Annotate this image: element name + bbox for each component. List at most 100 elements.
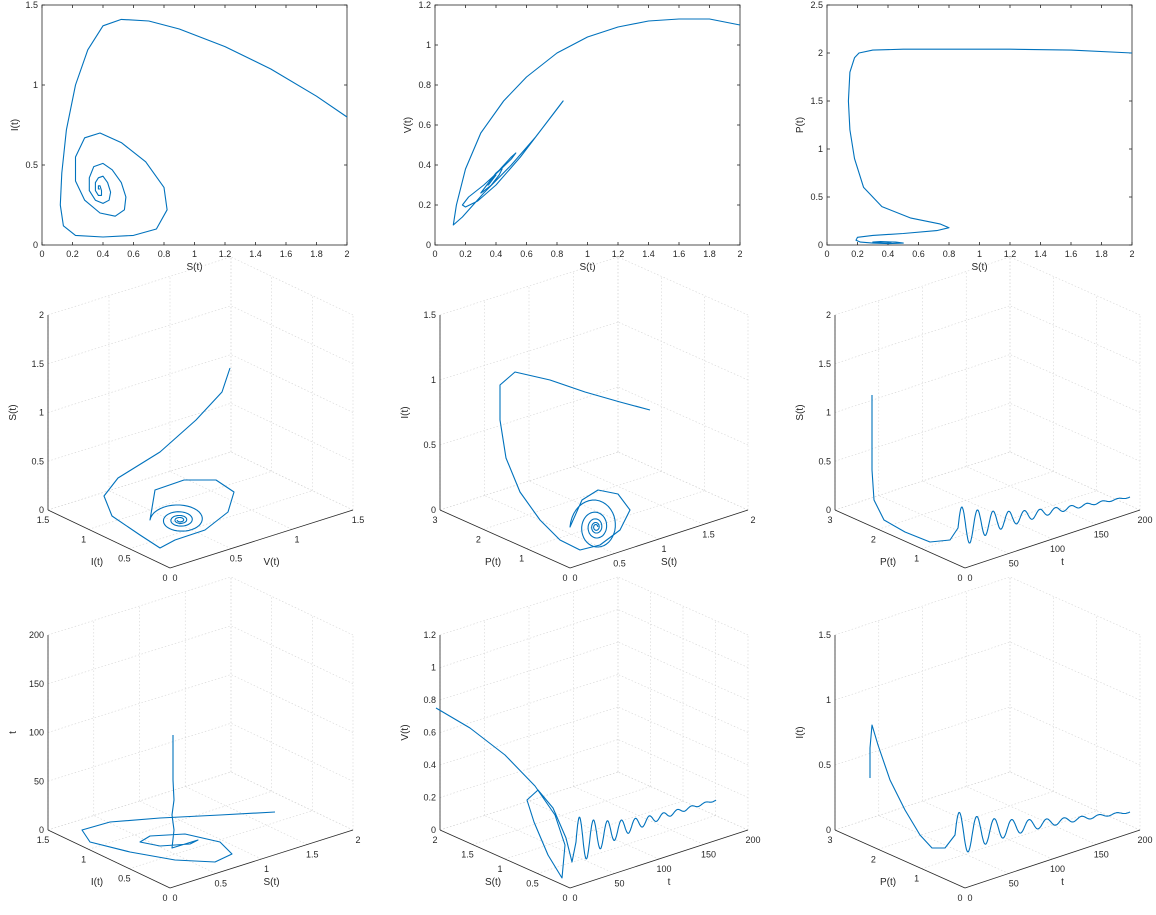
z-tick-label: 1.2 <box>423 630 436 640</box>
z-tick-label: 1 <box>39 408 44 418</box>
y-tick-label: 1 <box>33 80 38 90</box>
z-tick-label: 0.5 <box>31 456 44 466</box>
y-tick-label: 1 <box>426 40 431 50</box>
wall-grid-line <box>230 576 354 636</box>
x-tick-label: 1.8 <box>310 249 323 259</box>
y-tick-label: 0.5 <box>118 874 131 884</box>
x-tick-label: 1 <box>661 544 666 554</box>
series-line <box>81 735 276 863</box>
z-tick-label: 0.6 <box>423 728 436 738</box>
floor-grid-line <box>922 800 1053 860</box>
x-tick-label: 0.6 <box>127 249 140 259</box>
z-tick-label: 50 <box>34 776 44 786</box>
z-axis-label: t <box>8 731 19 734</box>
wall-grid-line <box>617 609 749 668</box>
x-tick-label: 0 <box>39 249 44 259</box>
wall-grid-line <box>47 256 232 316</box>
x-tick-label: 1.8 <box>703 249 716 259</box>
z-tick-label: 0 <box>826 505 831 515</box>
floor-grid-line <box>528 800 660 860</box>
wall-grid-line <box>1009 402 1141 462</box>
y-tick-label: 1.5 <box>810 96 823 106</box>
z-axis-label: V(t) <box>400 724 411 740</box>
x-tick-label: 0.8 <box>158 249 171 259</box>
y-tick-label: 0 <box>562 893 567 903</box>
plot-p4: 00.511.500.511.500.511.52V(t)I(t)S(t) <box>8 256 365 583</box>
y-axis-label: V(t) <box>403 117 414 133</box>
x-tick-label: 1.6 <box>1065 249 1078 259</box>
y-axis-label: I(t) <box>91 877 103 888</box>
y-tick-label: 1.5 <box>461 850 474 860</box>
floor-grid-line <box>484 495 615 554</box>
x-axis-label: V(t) <box>263 557 279 568</box>
wall-grid-line <box>1009 305 1141 365</box>
x-tick-label: 0.2 <box>459 249 472 259</box>
wall-grid-line <box>47 722 232 782</box>
z-tick-label: 0.2 <box>423 793 436 803</box>
z-tick-label: 1.5 <box>818 630 831 640</box>
x-tick-label: 0.6 <box>520 249 533 259</box>
wall-grid-line <box>834 451 1011 511</box>
x-tick-label: 100 <box>1050 864 1065 874</box>
z-tick-label: 0.5 <box>818 760 831 770</box>
wall-grid-line <box>230 256 354 316</box>
x-tick-label: 100 <box>1050 544 1065 554</box>
wall-grid-line <box>47 354 232 413</box>
wall-grid-line <box>230 354 354 413</box>
y-axis-line <box>47 829 171 889</box>
y-tick-label: 1.5 <box>37 515 50 525</box>
wall-grid-line <box>617 321 749 381</box>
y-tick-label: 1 <box>497 864 502 874</box>
wall-grid-line <box>617 451 749 511</box>
x-axis-label: t <box>1061 557 1064 568</box>
y-tick-label: 0 <box>957 893 962 903</box>
floor-grid-line <box>185 786 308 845</box>
wall-grid-line <box>617 256 749 316</box>
y-tick-label: 1 <box>818 144 823 154</box>
floor-grid-line <box>139 800 262 860</box>
y-tick-label: 2.5 <box>810 0 823 10</box>
z-tick-label: 1.5 <box>818 359 831 369</box>
x-axis-label: t <box>668 877 671 888</box>
y-tick-label: 0.5 <box>118 554 131 564</box>
wall-grid-line <box>230 402 354 462</box>
z-tick-label: 150 <box>29 679 44 689</box>
x-axis-label: S(t) <box>579 262 595 273</box>
y-tick-label: 2 <box>871 854 876 864</box>
x-tick-label: 50 <box>1009 559 1019 569</box>
z-tick-label: 0.5 <box>818 456 831 466</box>
y-tick-label: 2 <box>871 534 876 544</box>
x-tick-label: 1.5 <box>352 515 365 525</box>
floor-grid-line <box>573 466 704 525</box>
y-tick-label: 1 <box>914 874 919 884</box>
series-line <box>103 367 235 549</box>
wall-grid-line <box>1009 641 1141 701</box>
y-tick-label: 0 <box>818 240 823 250</box>
y-tick-label: 0.8 <box>418 80 431 90</box>
x-tick-label: 2 <box>737 249 742 259</box>
y-tick-label: 0 <box>162 893 167 903</box>
x-tick-label: 0.5 <box>613 559 626 569</box>
floor-grid-line <box>88 791 272 850</box>
x-tick-label: 0.4 <box>97 249 110 259</box>
x-tick-label: 200 <box>1137 835 1152 845</box>
z-tick-label: 0.4 <box>423 760 436 770</box>
wall-grid-line <box>439 576 619 636</box>
x-axis-line <box>169 829 354 889</box>
x-tick-label: 0 <box>967 573 972 583</box>
axes-frame <box>826 4 1133 246</box>
y-tick-label: 0 <box>562 573 567 583</box>
floor-grid-line <box>129 810 313 869</box>
y-tick-label: 2 <box>476 534 481 544</box>
z-tick-label: 1.5 <box>31 359 44 369</box>
x-axis-line <box>569 829 749 889</box>
x-tick-label: 0.2 <box>851 249 864 259</box>
y-tick-label: 0.5 <box>526 879 539 889</box>
wall-grid-line <box>617 674 749 733</box>
x-tick-label: 100 <box>656 864 671 874</box>
z-tick-label: 0.5 <box>423 440 436 450</box>
x-tick-label: 0 <box>967 893 972 903</box>
x-tick-label: 150 <box>1094 530 1109 540</box>
